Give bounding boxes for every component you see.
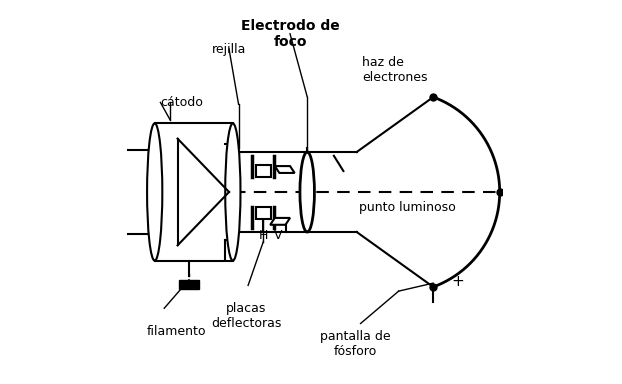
- Text: cátodo: cátodo: [160, 96, 203, 109]
- Bar: [256, 207, 271, 218]
- Text: Electrodo de
foco: Electrodo de foco: [241, 19, 340, 49]
- Text: H: H: [259, 229, 268, 242]
- Polygon shape: [270, 218, 290, 225]
- Ellipse shape: [225, 123, 241, 261]
- Ellipse shape: [300, 152, 315, 232]
- Bar: [180, 280, 198, 289]
- Text: haz de
electrones: haz de electrones: [363, 56, 428, 84]
- Text: placas
deflectoras: placas deflectoras: [211, 302, 281, 330]
- Polygon shape: [275, 166, 295, 173]
- Text: punto luminoso: punto luminoso: [359, 201, 455, 214]
- Text: +: +: [452, 274, 464, 289]
- Bar: [256, 166, 271, 177]
- Text: V: V: [274, 229, 283, 242]
- Ellipse shape: [147, 123, 162, 261]
- Text: rejilla: rejilla: [212, 43, 246, 56]
- Text: filamento: filamento: [147, 324, 207, 338]
- Text: pantalla de
fósforo: pantalla de fósforo: [320, 331, 390, 359]
